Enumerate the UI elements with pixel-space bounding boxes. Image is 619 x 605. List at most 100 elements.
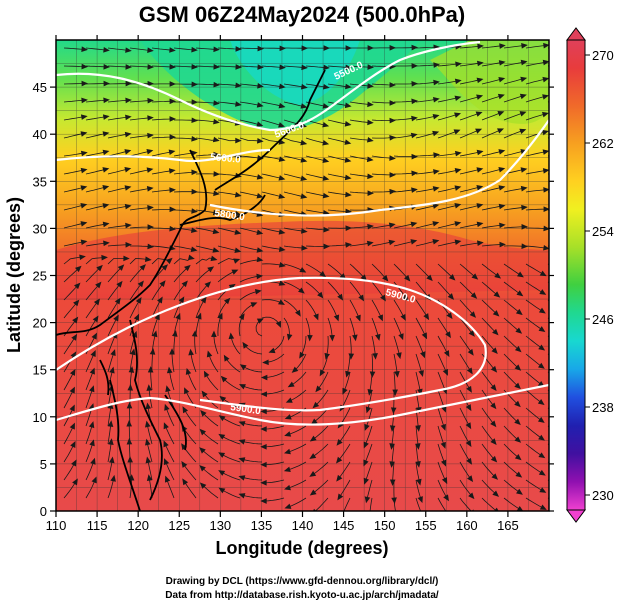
streamline-arrow (130, 348, 136, 356)
streamline (63, 152, 84, 157)
streamline-arrow (389, 155, 396, 161)
streamline-arrow (218, 487, 226, 494)
streamline (63, 204, 84, 211)
streamline-arrow (499, 241, 506, 248)
colorbar: 270 262 254 246 238 230 (566, 27, 614, 523)
streamline (300, 335, 307, 356)
streamline (437, 169, 458, 175)
streamline-arrow (128, 366, 135, 373)
streamline-arrow (102, 131, 110, 137)
streamline-arrow (72, 316, 79, 324)
streamline-arrow (169, 187, 176, 193)
streamline-arrow (499, 222, 506, 229)
streamline (107, 65, 129, 68)
streamline (338, 443, 351, 461)
streamline (503, 78, 524, 85)
streamline-arrow (367, 119, 374, 126)
streamline-arrow (538, 307, 546, 314)
streamline-arrow (520, 167, 528, 173)
streamline (63, 256, 83, 265)
streamline-arrow (279, 45, 286, 52)
streamline (261, 65, 283, 68)
streamline-arrow (367, 223, 374, 230)
streamline-arrow (212, 209, 220, 216)
streamline (481, 443, 495, 460)
streamline (525, 479, 544, 492)
streamline (547, 299, 549, 302)
streamline-arrow (411, 187, 418, 193)
streamline-arrow (367, 101, 374, 108)
streamline (547, 281, 549, 284)
streamline (264, 443, 285, 448)
streamline-arrow (279, 83, 286, 90)
streamline (238, 316, 243, 337)
streamline (481, 299, 497, 315)
streamline (349, 299, 360, 319)
streamline-arrow (74, 265, 82, 273)
streamline (217, 258, 237, 265)
streamline (85, 424, 93, 445)
streamline-arrow (514, 418, 521, 426)
streamline-arrow (300, 83, 308, 90)
streamline-arrow (213, 151, 220, 158)
streamline (151, 209, 172, 211)
streamline (481, 78, 502, 85)
streamline (305, 299, 318, 317)
streamline-arrow (149, 348, 156, 355)
streamline-arrow (514, 400, 521, 408)
streamline (371, 224, 392, 229)
streamline (164, 443, 175, 463)
streamline (481, 129, 501, 139)
streamline (107, 478, 114, 499)
streamline (217, 101, 238, 105)
streamline (173, 267, 188, 283)
streamline (129, 188, 150, 193)
streamline-arrow (144, 256, 152, 262)
streamline-arrow (538, 469, 546, 476)
streamline-arrow (260, 498, 267, 504)
x-axis-label: Longitude (degrees) (215, 538, 388, 558)
streamline-arrow (299, 267, 307, 273)
streamline-arrow (92, 315, 99, 323)
streamline (503, 335, 519, 350)
streamline (63, 354, 75, 373)
streamline-arrow (70, 440, 76, 448)
streamline-arrow (124, 203, 132, 210)
streamline-arrow (139, 264, 146, 271)
streamline-arrow (443, 494, 449, 502)
streamline (547, 425, 549, 428)
y-tick-label: 0 (40, 504, 47, 519)
streamline (365, 461, 373, 482)
streamline (365, 407, 373, 428)
streamline (481, 150, 502, 157)
streamline (129, 100, 151, 103)
streamline-arrow (476, 167, 484, 173)
streamline (547, 371, 549, 374)
streamline-arrow (278, 299, 285, 305)
streamline (129, 283, 142, 301)
streamline (305, 227, 326, 231)
streamline-arrow (319, 369, 326, 377)
streamline (290, 371, 307, 386)
streamline (261, 263, 282, 266)
streamline-arrow (260, 391, 267, 397)
streamline-arrow (256, 174, 264, 180)
streamline (393, 497, 396, 511)
streamline (283, 65, 304, 68)
streamline (349, 119, 370, 123)
streamline (283, 83, 304, 88)
streamline-arrow (285, 397, 293, 403)
streamline-arrow (312, 401, 320, 409)
streamline-arrow (333, 314, 340, 322)
streamline (244, 344, 263, 355)
streamline (346, 353, 351, 374)
streamline (129, 135, 150, 139)
streamline (283, 191, 304, 198)
streamline-arrow (447, 293, 455, 300)
streamline (481, 205, 502, 211)
streamline-arrow (498, 149, 506, 155)
streamline (366, 479, 373, 500)
streamline-arrow (213, 64, 220, 70)
height-contours (56, 40, 549, 426)
streamline-arrow (542, 111, 549, 118)
